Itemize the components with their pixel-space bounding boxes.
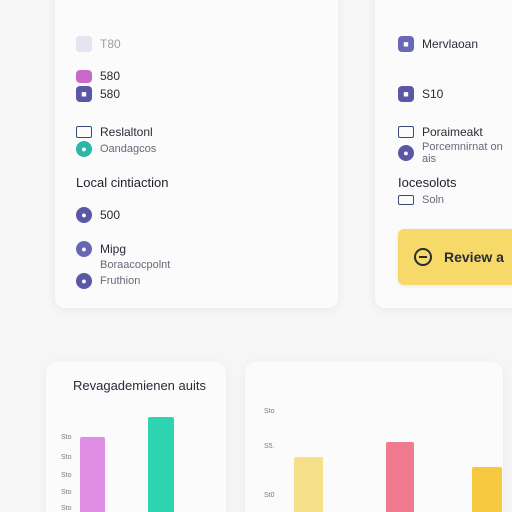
id-icon — [398, 195, 414, 205]
item-label: Soln — [422, 194, 445, 206]
list-item[interactable]: ● Oandagcos — [76, 141, 156, 157]
item-label: Reslaltonl — [100, 125, 153, 139]
list-item[interactable]: ● Porcemnirnat on ais — [398, 141, 512, 165]
tick-label: Sto — [61, 505, 72, 512]
placeholder-icon — [76, 36, 92, 52]
section-title: Local cintiaction — [76, 175, 169, 190]
item-label: Porcemnirnat on ais — [422, 141, 503, 165]
list-item[interactable]: T80 — [76, 36, 121, 52]
fruit-icon: ● — [76, 273, 92, 289]
list-item-sub: Boraacocpolnt — [100, 259, 170, 271]
list-item[interactable]: Poraimeakt — [398, 125, 483, 139]
chart-title: Revagademienen auits — [73, 378, 206, 393]
item-label: 580 — [100, 69, 121, 83]
chart-bar — [386, 442, 414, 512]
chart-bar — [80, 437, 105, 512]
list-item[interactable]: Soln — [398, 194, 444, 206]
info-icon: ● — [398, 145, 414, 161]
tick-label: S5. — [264, 443, 275, 450]
list-item[interactable]: ● Fruthion — [76, 273, 140, 289]
list-item[interactable]: Reslaltonl — [76, 125, 153, 139]
item-label: Fruthion — [100, 275, 141, 287]
item-label: Mipg — [100, 242, 127, 256]
tick-label: Sto — [61, 454, 72, 461]
list-item[interactable]: ■ S10 — [398, 86, 443, 102]
item-label: Boraacocpolnt — [100, 259, 171, 271]
map-pin-icon: ● — [76, 241, 92, 257]
chart-bar — [148, 417, 174, 512]
item-label: Oandagcos — [100, 143, 157, 155]
tick-label: Sto — [61, 489, 72, 496]
chart-bar — [294, 457, 323, 512]
list-item[interactable]: ● 500 — [76, 207, 120, 223]
bookmark-icon: ■ — [76, 86, 92, 102]
teal-dot-icon: ● — [76, 141, 92, 157]
card-icon — [76, 126, 92, 138]
list-item[interactable]: 580 — [76, 69, 120, 83]
tick-label: Sto — [61, 434, 72, 441]
tag-icon — [76, 69, 92, 83]
tick-label: Sto — [264, 408, 275, 415]
chart-card-right — [245, 362, 503, 512]
coin-icon: ● — [76, 207, 92, 223]
item-label: S10 — [422, 87, 444, 101]
chart-bar — [472, 467, 502, 512]
left-card — [55, 0, 338, 308]
item-label: 580 — [100, 87, 121, 101]
chart-card-left — [46, 362, 226, 512]
item-label: Poraimeakt — [422, 125, 483, 139]
minus-circle-icon — [414, 248, 432, 266]
item-label: 500 — [100, 208, 121, 222]
list-item[interactable]: ● Mipg — [76, 241, 126, 257]
list-item[interactable]: ■ Mervlaoan — [398, 36, 478, 52]
user-icon: ■ — [398, 36, 414, 52]
review-button-label: Review a — [444, 249, 504, 265]
section-title: Iocesolots — [398, 175, 457, 190]
bookmark-icon: ■ — [398, 86, 414, 102]
review-button[interactable]: Review a — [398, 229, 512, 285]
item-label: T80 — [100, 37, 121, 51]
list-item[interactable]: ■ 580 — [76, 86, 120, 102]
tick-label: St0 — [264, 492, 275, 499]
folder-icon — [398, 126, 414, 138]
item-label: Mervlaoan — [422, 37, 479, 51]
tick-label: Sto — [61, 472, 72, 479]
